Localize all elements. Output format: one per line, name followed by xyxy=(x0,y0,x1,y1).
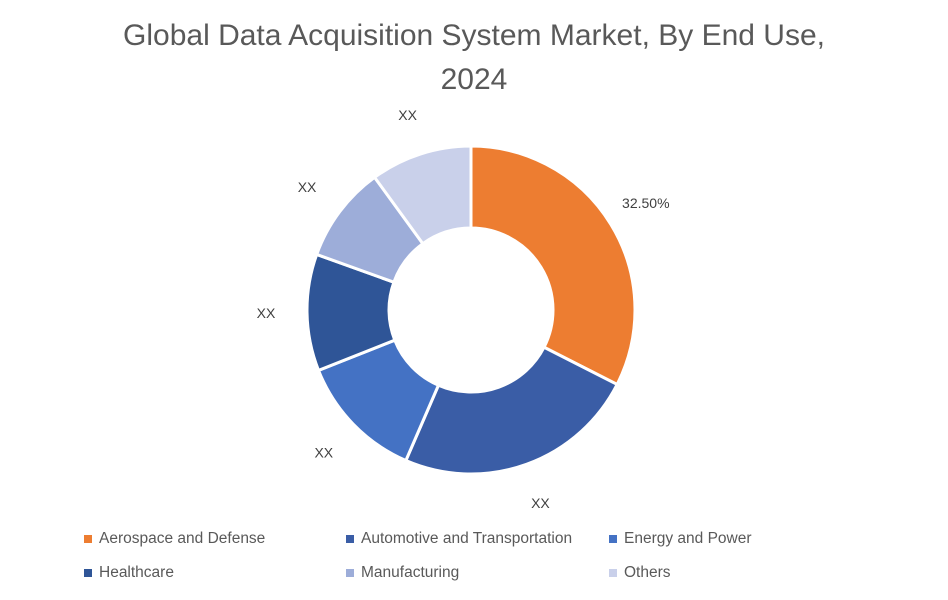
data-label-manufacturing: XX xyxy=(298,179,317,195)
chart-title-line-2: 2024 xyxy=(440,63,508,96)
data-label-aerospace-and-defense: 32.50% xyxy=(622,195,669,211)
chart-title-line-1: Global Data Acquisition System Market, B… xyxy=(123,19,825,52)
legend-swatch xyxy=(84,535,92,543)
legend-label: Others xyxy=(624,564,671,581)
legend-label: Healthcare xyxy=(99,564,174,581)
legend-label: Energy and Power xyxy=(624,530,752,547)
slice-automotive-and-transportation xyxy=(403,345,620,476)
data-label-healthcare: XX xyxy=(257,305,276,321)
legend-item-energy-and-power: Energy and Power xyxy=(609,528,849,550)
legend-label: Automotive and Transportation xyxy=(361,530,573,547)
slice-others xyxy=(372,144,473,246)
data-label-energy-and-power: XX xyxy=(314,445,333,461)
legend-swatch xyxy=(346,535,354,543)
donut-data-labels: 32.50% XX XX XX XX XX xyxy=(257,107,670,511)
legend-swatch xyxy=(84,569,92,577)
legend-label: Manufacturing xyxy=(361,564,460,581)
data-label-others: XX xyxy=(398,107,417,123)
data-label-automotive-and-transportation: XX xyxy=(531,495,550,511)
legend-item-manufacturing: Manufacturing xyxy=(346,562,609,584)
legend-label: Aerospace and Defense xyxy=(99,530,266,547)
legend-swatch xyxy=(609,535,617,543)
slice-aerospace-and-defense xyxy=(469,144,637,387)
legend-item-aerospace-and-defense: Aerospace and Defense xyxy=(84,528,346,550)
legend-item-healthcare: Healthcare xyxy=(84,562,346,584)
chart-legend: Aerospace and Defense Automotive and Tran… xyxy=(84,528,904,584)
chart-title: Global Data Acquisition System Market, B… xyxy=(0,14,948,102)
legend-swatch xyxy=(609,569,617,577)
legend-item-others: Others xyxy=(609,562,849,584)
donut-slices xyxy=(305,144,637,476)
donut-chart: 32.50% XX XX XX XX XX xyxy=(257,107,670,511)
legend-item-automotive-and-transportation: Automotive and Transportation xyxy=(346,528,609,550)
legend-swatch xyxy=(346,569,354,577)
